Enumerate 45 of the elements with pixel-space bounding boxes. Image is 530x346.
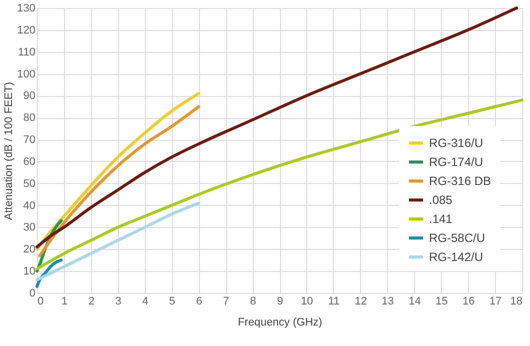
y-tick-label: 80	[23, 112, 36, 124]
x-tick-label: 8	[250, 296, 256, 308]
x-tick-label: 18	[510, 296, 522, 308]
line-series	[36, 202, 200, 282]
x-tick-label: 9	[276, 296, 284, 308]
x-tick-label: 17	[489, 296, 502, 308]
legend-label: .141	[429, 212, 453, 226]
x-tick-label: 13	[382, 296, 394, 308]
y-tick-label: 120	[17, 24, 36, 36]
y-tick-label: 20	[23, 244, 36, 256]
y-axis-title: Attenuation (dB / 100 FEET)	[3, 82, 16, 220]
x-tick-label: 12	[354, 296, 367, 308]
x-tick-label: 6	[196, 296, 202, 308]
legend-label: .085	[429, 193, 453, 207]
x-tick-label: 5	[169, 296, 176, 308]
y-tick-label: 50	[23, 178, 36, 190]
y-tick-label: 100	[17, 68, 36, 80]
y-tick-label: 110	[18, 46, 36, 58]
legend-label: RG-142/U	[429, 250, 484, 264]
legend-label: RG-316/U	[429, 136, 484, 150]
x-tick-label: 10	[300, 296, 314, 308]
x-tick-label: 2	[88, 296, 94, 308]
legend-label: RG-174/U	[429, 155, 484, 169]
y-tick-label: 40	[23, 200, 36, 212]
x-tick-label: 11	[328, 296, 340, 308]
x-tick-label: 7	[223, 296, 230, 308]
y-tick-label: 10	[23, 266, 36, 278]
y-tick-label: 0	[29, 288, 36, 300]
legend-label: RG-316 DB	[429, 174, 492, 188]
line-series	[36, 98, 524, 270]
y-tick-label: 60	[23, 156, 36, 168]
y-tick-label: 70	[23, 134, 36, 146]
x-tick-label: 0	[38, 296, 44, 308]
y-tick-label: 90	[23, 90, 36, 102]
line-series	[36, 6, 518, 248]
y-tick-label: 30	[23, 222, 36, 234]
x-tick-label: 3	[115, 296, 122, 308]
y-tick-label: 130	[17, 2, 36, 14]
x-tick-label: 1	[61, 296, 68, 308]
x-tick-label: 16	[462, 296, 475, 308]
x-tick-label: 4	[142, 296, 148, 308]
x-tick-label: 15	[436, 296, 448, 308]
legend-label: RG-58C/U	[429, 231, 486, 245]
x-tick-label: 14	[408, 296, 421, 308]
x-axis-title: Frequency (GHz)	[238, 316, 322, 328]
